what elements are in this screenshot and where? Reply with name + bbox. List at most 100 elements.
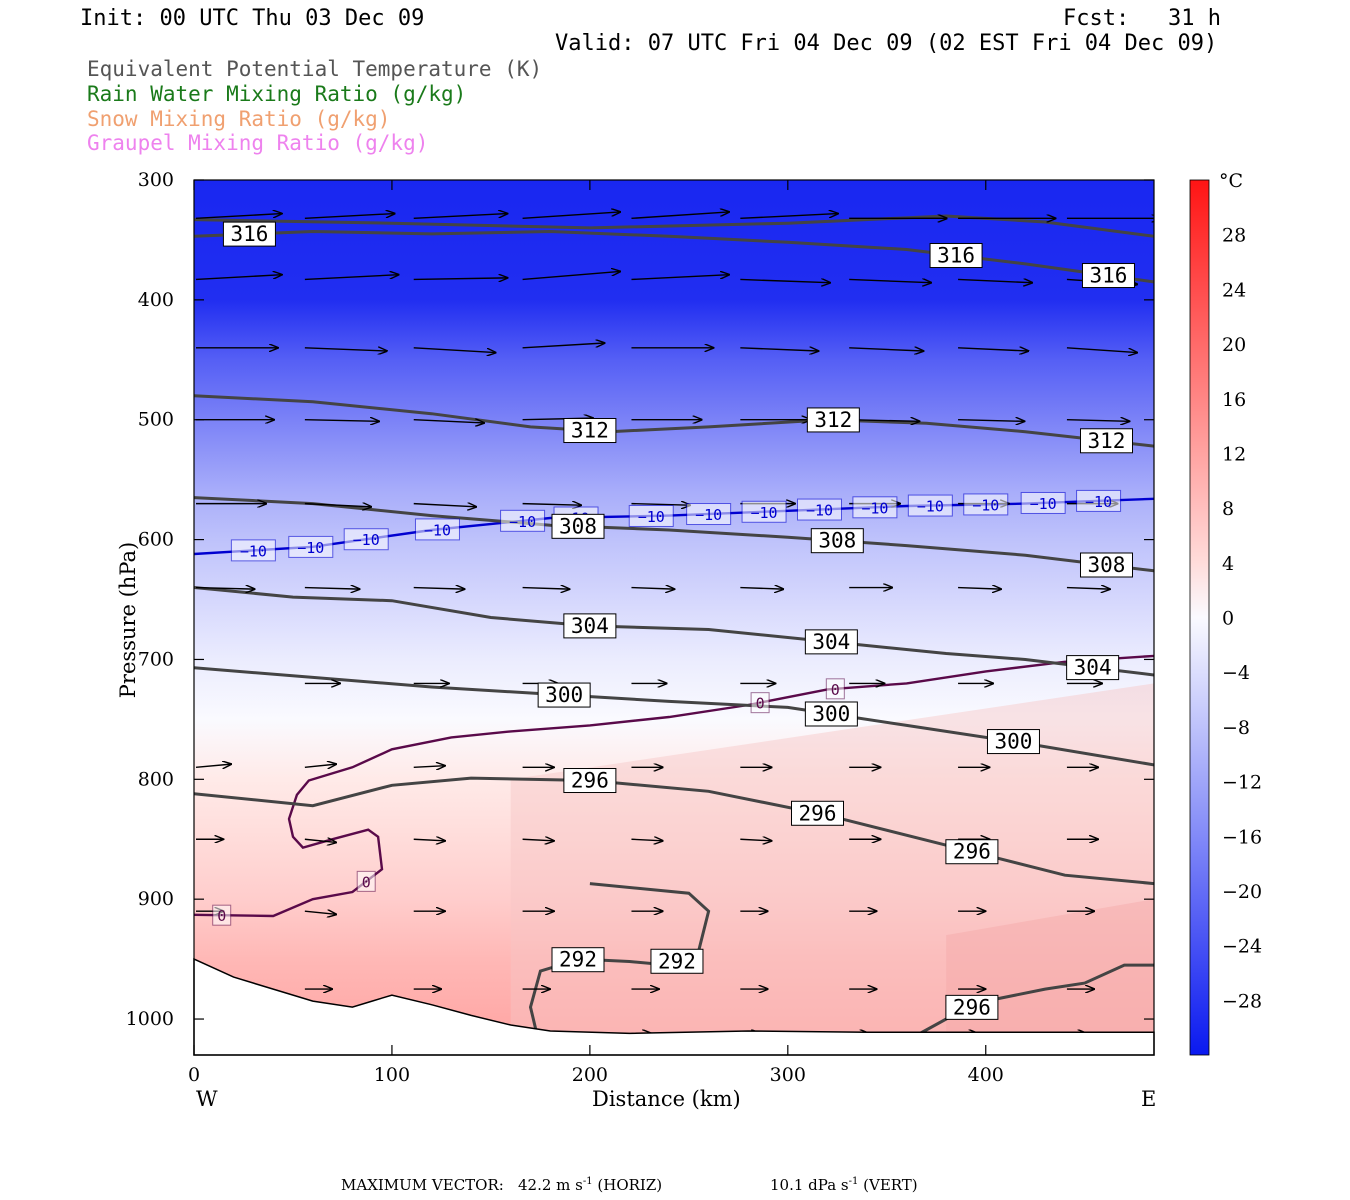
colorbar-tick-label: 8: [1222, 498, 1234, 520]
theta-e-label: 304: [571, 614, 609, 638]
wind-vector: [304, 911, 336, 914]
theta-e-contour: [194, 394, 1154, 448]
theta-e-label-box: [222, 221, 276, 247]
wind-vector: [849, 279, 931, 282]
colorbar: 28 24 20 16 12 8 4 0 −4 −8 −12 −16 −20 −24 −28: [1189, 179, 1262, 1056]
theta-e-label: 312: [571, 419, 609, 443]
theta-e-label: 296: [953, 995, 991, 1019]
theta-e-label-box: [537, 682, 591, 708]
theta-e-label: 300: [812, 702, 850, 726]
colorbar-tick-label: 12: [1222, 443, 1246, 465]
wind-vector: [740, 348, 818, 351]
theta-e-label-box: [945, 839, 999, 865]
legend-graupel: Graupel Mixing Ratio (g/kg): [87, 131, 429, 155]
y-tick-label: 1000: [126, 1008, 174, 1030]
x-axis-title: Distance (km): [592, 1087, 741, 1111]
wind-vector: [740, 279, 830, 282]
wind-vector: [522, 343, 605, 349]
colorbar-tick-label: 0: [1222, 608, 1234, 630]
theta-e-label: 296: [953, 840, 991, 864]
wind-vector: [522, 839, 554, 841]
theta-e-contour: [194, 666, 1154, 767]
isotherm-label: 0: [756, 695, 765, 713]
wind-vector: [195, 275, 282, 281]
vert-exp: -1: [848, 1176, 859, 1187]
isotherm-label-box: [1020, 491, 1066, 514]
theta-e-label: 308: [1088, 553, 1126, 577]
wind-vector: [413, 504, 476, 507]
isotherm-label-box: [288, 535, 334, 558]
theta-e-contour: [194, 586, 1154, 677]
x-tick-label: 400: [968, 1064, 1004, 1086]
theta-e-label: 312: [1088, 429, 1126, 453]
y-tick-label: 900: [138, 888, 174, 910]
vert-value: 10.1 dPa s: [770, 1176, 849, 1194]
colorbar-tick-label: −20: [1222, 881, 1262, 903]
colorbar-unit: °C: [1219, 170, 1244, 192]
wind-vector: [1066, 347, 1137, 353]
wind-vector: [413, 588, 465, 590]
theta-e-label-box: [563, 768, 617, 794]
wind-vector: [413, 766, 445, 768]
theta-e-label-box: [929, 243, 983, 269]
forecast-hour-label: Fcst:: [1063, 6, 1130, 31]
isotherm-label-box: [212, 904, 232, 926]
theta-e-label: 316: [937, 244, 975, 268]
init-time: Init: 00 UTC Thu 03 Dec 09: [80, 6, 425, 31]
isotherm-label: −10: [917, 498, 944, 516]
legend-snow: Snow Mixing Ratio (g/kg): [87, 107, 391, 131]
theta-e-label-box: [986, 729, 1040, 755]
theta-e-label-box: [804, 701, 858, 727]
wind-vector: [631, 212, 729, 220]
theta-e-label-box: [551, 947, 605, 973]
wind-vector: [740, 839, 771, 841]
colorbar-tick-label: −24: [1222, 936, 1262, 958]
wind-vector: [304, 764, 336, 767]
theta-e-label-box: [1079, 552, 1133, 578]
wind-vector: [195, 214, 282, 220]
colorbar-tick-label: 16: [1222, 389, 1246, 411]
theta-e-label: 296: [571, 769, 609, 793]
y-tick-label: 600: [138, 529, 174, 551]
x-tick-label: 300: [770, 1064, 806, 1086]
theta-e-label-box: [810, 528, 864, 554]
isotherm-label: −10: [424, 521, 451, 539]
wind-vector: [304, 420, 379, 422]
vert-tag: (VERT): [863, 1176, 918, 1194]
wind-vector: [413, 214, 508, 220]
theta-e-layer: [194, 214, 1154, 1050]
horiz-exp: -1: [582, 1176, 593, 1187]
axis-layer: 300 400 500 600 700 800 900 1000 0 100 200 300 400: [126, 169, 1154, 1086]
isotherm-label-box: [825, 678, 845, 700]
horiz-value: 42.2 m s: [518, 1176, 583, 1194]
isotherm-label: −10: [240, 542, 267, 560]
wind-vector: [958, 588, 1001, 590]
wind-vector: [522, 271, 621, 281]
wind-vector: [304, 504, 371, 507]
theta-e-label: 300: [545, 683, 583, 707]
theta-e-label-box: [551, 513, 605, 539]
contour-label-layer: −10 −10 −10 −10 −10 −10 −10 −10 −10 −10 −10 −10 −10 −…: [212, 221, 1135, 1020]
wind-vector: [1066, 420, 1129, 422]
isotherm-label-box: [796, 498, 842, 521]
theta-e-label: 308: [818, 529, 856, 553]
x-axis-east-label: E: [1141, 1087, 1157, 1111]
max-vector-label: MAXIMUM VECTOR:: [341, 1176, 504, 1194]
colorbar-bar: [1189, 179, 1210, 1056]
isotherm-label: 0: [217, 907, 226, 925]
colorbar-tick-label: 24: [1222, 279, 1246, 301]
theta-e-label: 316: [230, 222, 268, 246]
colorbar-tick-label: 28: [1222, 225, 1246, 247]
isotherm-label: −10: [1085, 493, 1112, 511]
valid-time: Valid: 07 UTC Fri 04 Dec 09 (02 EST Fri …: [555, 31, 1218, 56]
theta-e-contour: [194, 214, 1154, 238]
isotherm-label-box: [907, 494, 953, 517]
isotherm-label: −10: [1030, 495, 1057, 513]
y-tick-label: 700: [138, 648, 174, 670]
isotherm-label-box: [356, 870, 376, 892]
isotherm-label: −10: [861, 499, 888, 517]
isotherm-label-box: [414, 518, 460, 541]
isotherm-label-box: [686, 503, 732, 526]
theta-e-label: 308: [559, 514, 597, 538]
wind-vector: [304, 588, 360, 590]
